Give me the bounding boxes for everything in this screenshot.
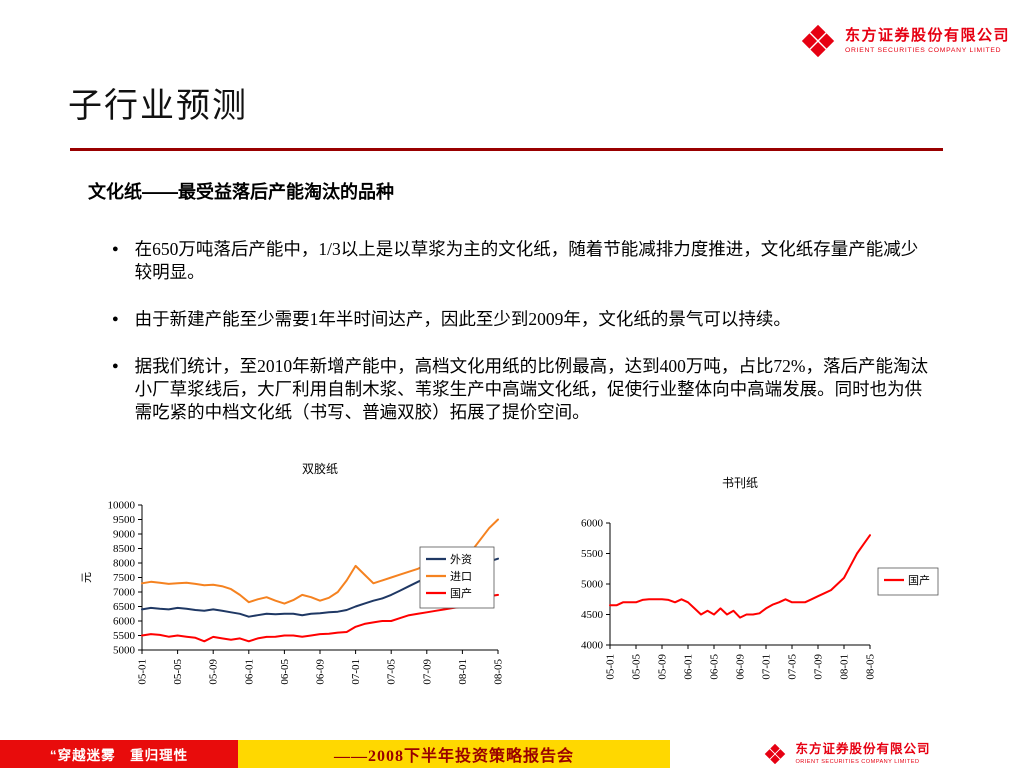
svg-text:8500: 8500: [113, 543, 136, 555]
svg-text:08-01: 08-01: [457, 659, 469, 685]
bullet-text: 在650万吨落后产能中，1/3以上是以草浆为主的文化纸，随着节能减排力度推进，文…: [134, 239, 919, 283]
svg-text:08-05: 08-05: [493, 659, 505, 685]
svg-text:07-01: 07-01: [761, 654, 773, 680]
svg-text:05-09: 05-09: [208, 659, 220, 685]
svg-text:07-05: 07-05: [386, 659, 398, 685]
svg-text:5000: 5000: [581, 579, 604, 591]
svg-text:双胶纸: 双胶纸: [302, 461, 338, 476]
svg-text:9500: 9500: [113, 514, 136, 526]
footer-logo-area: 东方证券股份有限公司 ORIENT SECURITIES COMPANY LIM…: [670, 740, 1024, 768]
svg-text:06-09: 06-09: [315, 659, 327, 685]
svg-text:07-01: 07-01: [350, 659, 362, 685]
svg-text:4500: 4500: [581, 609, 604, 621]
company-name-cn: 东方证券股份有限公司: [795, 742, 931, 757]
bullet-item: ● 由于新建产能至少需要1年半时间达产，因此至少到2009年，文化纸的景气可以持…: [112, 308, 932, 331]
double-offset-paper-price-chart: 双胶纸 5000 5500 6000 6500 7000 7500 8000 8500 9000 9…: [81, 461, 505, 685]
bullet-item: ● 据我们统计，至2010年新增产能中，高档文化用纸的比例最高，达到400万吨，…: [112, 355, 932, 424]
orient-logo-icon: [799, 22, 837, 60]
chart-book-paper: 书刊纸 4000 4500 5000 5500 6000 05-01 05-05 05-09 06…: [555, 465, 975, 697]
chart-double-offset-paper: 双胶纸 5000 5500 6000 6500 7000 7500 8000 8500 9000 9…: [70, 455, 510, 711]
bullet-marker-icon: ●: [112, 360, 119, 373]
company-name-en: ORIENT SECURITIES COMPANY LIMITED: [795, 758, 920, 765]
svg-text:5500: 5500: [113, 630, 136, 642]
svg-text:4000: 4000: [581, 640, 604, 652]
company-name-en: ORIENT SECURITIES COMPANY LIMITED: [844, 46, 1002, 54]
footer-bar: “穿越迷雾 重归理性 ——2008下半年投资策略报告会 东方证券股份有限公司 O…: [0, 740, 1024, 768]
svg-text:08-05: 08-05: [865, 654, 877, 680]
bullet-marker-icon: ●: [112, 243, 119, 255]
svg-text:05-01: 05-01: [605, 654, 617, 680]
svg-text:07-09: 07-09: [813, 654, 825, 680]
company-logo-text: 东方证券股份有限公司 ORIENT SECURITIES COMPANY LIM…: [845, 28, 1010, 54]
svg-text:7000: 7000: [113, 587, 136, 599]
company-name-cn: 东方证券股份有限公司: [844, 27, 1010, 45]
svg-text:6500: 6500: [113, 601, 136, 613]
footer-banner: ——2008下半年投资策略报告会: [238, 740, 670, 768]
svg-text:05-05: 05-05: [172, 659, 184, 685]
svg-text:05-01: 05-01: [137, 659, 149, 685]
svg-text:06-09: 06-09: [735, 654, 747, 680]
svg-text:10000: 10000: [108, 500, 136, 512]
svg-text:进口: 进口: [450, 570, 472, 583]
svg-text:06-01: 06-01: [243, 659, 255, 685]
svg-text:书刊纸: 书刊纸: [722, 476, 758, 490]
svg-text:07-05: 07-05: [787, 654, 799, 680]
orient-logo-icon: [764, 742, 787, 766]
svg-text:07-09: 07-09: [421, 659, 433, 685]
book-paper-price-chart: 书刊纸 4000 4500 5000 5500 6000 05-01 05-05 05-09 06…: [581, 476, 939, 680]
svg-text:元: 元: [81, 572, 93, 583]
company-logo-text: 东方证券股份有限公司 ORIENT SECURITIES COMPANY LIM…: [795, 742, 931, 765]
title-divider: [70, 148, 943, 151]
bullet-item: ● 在650万吨落后产能中，1/3以上是以草浆为主的文化纸，随着节能减排力度推进…: [112, 238, 932, 284]
page-title: 子行业预测: [68, 87, 248, 125]
svg-text:05-09: 05-09: [657, 654, 669, 680]
bullet-text: 由于新建产能至少需要1年半时间达产，因此至少到2009年，文化纸的景气可以持续。: [134, 309, 791, 330]
bullet-marker-icon: ●: [112, 313, 119, 326]
svg-text:6000: 6000: [581, 518, 604, 530]
company-logo: 东方证券股份有限公司 ORIENT SECURITIES COMPANY LIM…: [799, 22, 1010, 60]
svg-text:9000: 9000: [113, 529, 136, 541]
bullet-text: 据我们统计，至2010年新增产能中，高档文化用纸的比例最高，达到400万吨，占比…: [134, 356, 928, 423]
svg-text:8000: 8000: [113, 558, 136, 570]
svg-text:国产: 国产: [908, 573, 930, 587]
svg-text:5000: 5000: [113, 645, 136, 657]
svg-text:6000: 6000: [113, 616, 136, 628]
svg-text:国产: 国产: [450, 586, 472, 600]
svg-text:06-05: 06-05: [279, 659, 291, 685]
section-subtitle: 文化纸——最受益落后产能淘汰的品种: [88, 182, 394, 202]
svg-text:08-01: 08-01: [839, 654, 851, 680]
svg-text:外资: 外资: [450, 553, 472, 566]
svg-text:5500: 5500: [581, 548, 604, 560]
svg-text:05-05: 05-05: [631, 654, 643, 680]
svg-text:06-01: 06-01: [683, 654, 695, 680]
footer-slogan: “穿越迷雾 重归理性: [0, 740, 238, 768]
svg-text:7500: 7500: [113, 572, 136, 584]
svg-text:06-05: 06-05: [709, 654, 721, 680]
company-logo-footer: 东方证券股份有限公司 ORIENT SECURITIES COMPANY LIM…: [763, 742, 930, 766]
bullet-list: ● 在650万吨落后产能中，1/3以上是以草浆为主的文化纸，随着节能减排力度推进…: [112, 238, 932, 449]
